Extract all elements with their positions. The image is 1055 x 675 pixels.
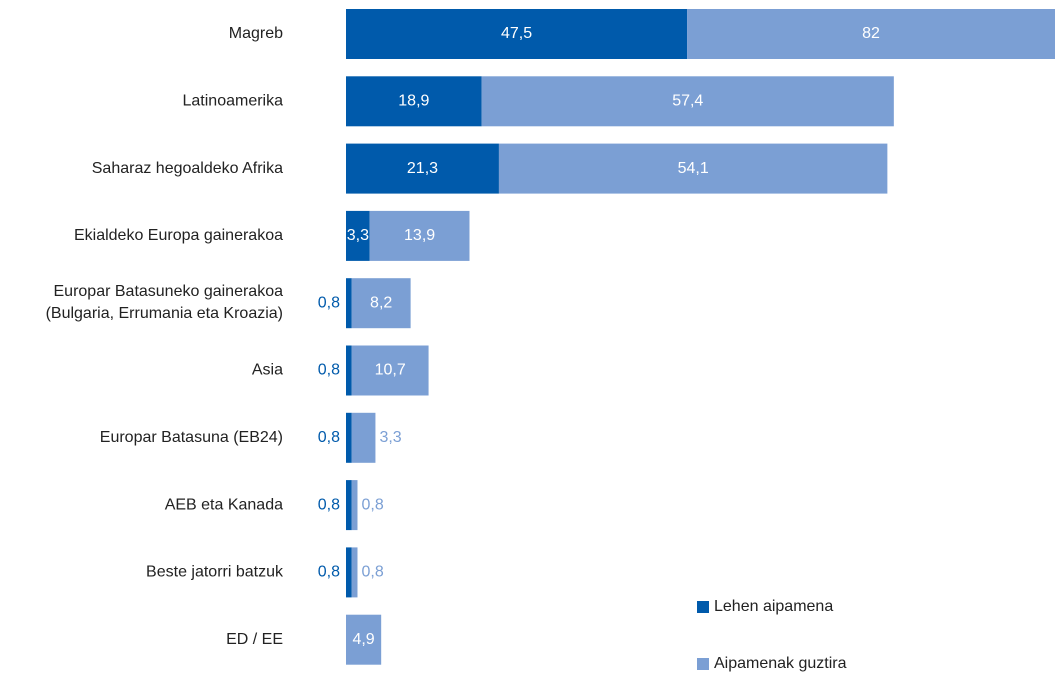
- bar: [687, 9, 1055, 59]
- category-label: Saharaz hegoaldeko Afrika: [92, 160, 283, 177]
- category-label: Europar Batasuneko gainerakoa (Bulgaria, …: [46, 283, 284, 322]
- category-label: AEB eta Kanada: [165, 496, 283, 513]
- value-label: 8,2: [370, 294, 392, 311]
- bar: [351, 345, 429, 396]
- value-label: 3,3: [379, 429, 401, 446]
- value-label: 4,9: [352, 631, 374, 648]
- bar: [369, 210, 470, 261]
- bar: [346, 143, 499, 194]
- value-label: 0,8: [318, 496, 340, 513]
- bar: [351, 480, 358, 531]
- value-label: 3,3: [347, 227, 369, 244]
- value-label: 54,1: [678, 160, 709, 177]
- bar: [346, 412, 352, 463]
- legend-swatch: [697, 601, 709, 613]
- bar: [351, 412, 376, 463]
- value-label: 18,9: [398, 93, 429, 110]
- value-label: 0,8: [361, 564, 383, 581]
- value-label: 47,5: [501, 25, 532, 42]
- value-label: 57,4: [672, 93, 703, 110]
- value-label: 0,8: [361, 496, 383, 513]
- category-label: Magreb: [229, 25, 283, 42]
- category-label: Latinoamerika: [183, 93, 284, 110]
- category-label: ED / EE: [226, 631, 283, 648]
- bar: [346, 480, 352, 531]
- bar: [346, 547, 352, 598]
- legend-swatch: [697, 658, 709, 670]
- bar: [351, 278, 411, 329]
- value-label: 0,8: [318, 294, 340, 311]
- category-label: Beste jatorri batzuk: [146, 564, 284, 581]
- legend-label: Aipamenak guztira: [714, 655, 847, 672]
- bar: [346, 278, 352, 329]
- category-label: Asia: [252, 362, 283, 379]
- bar: [351, 547, 358, 598]
- category-label: Ekialdeko Europa gainerakoa: [74, 227, 283, 244]
- bar: [346, 345, 352, 396]
- value-label: 21,3: [407, 160, 438, 177]
- value-label: 13,9: [404, 227, 435, 244]
- value-label: 10,7: [375, 362, 406, 379]
- bar: [346, 76, 482, 127]
- value-label: 0,8: [318, 429, 340, 446]
- bar: [346, 210, 370, 261]
- bar: [498, 143, 888, 194]
- legend-label: Lehen aipamena: [714, 598, 833, 615]
- value-label: 0,8: [318, 564, 340, 581]
- bar: [346, 614, 382, 665]
- bar: [481, 76, 894, 127]
- category-label: Europar Batasuna (EB24): [100, 429, 283, 446]
- value-label: 0,8: [318, 362, 340, 379]
- bar: [346, 9, 688, 59]
- value-label: 82: [862, 25, 880, 42]
